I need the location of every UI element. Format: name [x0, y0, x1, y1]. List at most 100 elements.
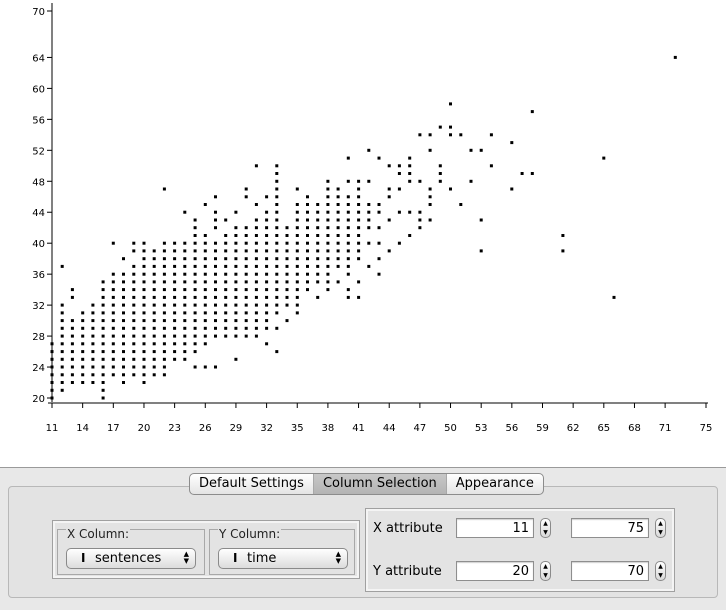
data-point: [173, 342, 177, 346]
data-point: [428, 133, 432, 137]
data-point: [60, 357, 64, 361]
data-point: [81, 319, 85, 323]
data-point: [244, 257, 248, 261]
y-min-spinner[interactable]: ▲ ▼: [540, 561, 551, 581]
data-point: [265, 303, 269, 307]
data-point: [81, 326, 85, 330]
data-point: [244, 280, 248, 284]
data-point: [357, 210, 361, 214]
data-point: [438, 179, 442, 183]
x-min-spinner[interactable]: ▲ ▼: [540, 518, 551, 538]
data-point: [122, 319, 125, 323]
data-point: [295, 249, 299, 253]
x-tick-label: 65: [597, 423, 610, 434]
tab-appearance[interactable]: Appearance: [455, 476, 534, 491]
data-point: [234, 280, 238, 284]
y-tick-label: 52: [32, 146, 45, 157]
attribute-range-group: X attribute 11 ▲ ▼ 75 ▲ ▼ Y attribute 20 ▲…: [365, 508, 675, 592]
data-point: [111, 241, 115, 245]
data-point: [265, 241, 269, 245]
x-tick-label: 62: [567, 423, 580, 434]
x-tick-label: 20: [138, 423, 151, 434]
x-max-spinner[interactable]: ▲ ▼: [655, 518, 666, 538]
data-point: [346, 218, 350, 222]
data-point: [183, 241, 187, 245]
data-point: [101, 357, 105, 361]
data-point: [81, 350, 85, 354]
data-point: [316, 234, 320, 237]
data-point: [162, 187, 166, 191]
data-point: [122, 357, 125, 361]
data-point: [142, 295, 146, 299]
x-min-field[interactable]: 11: [456, 518, 534, 538]
data-point: [193, 326, 197, 330]
data-point: [285, 319, 289, 323]
data-point: [326, 288, 330, 292]
data-point: [285, 264, 289, 268]
data-point: [122, 311, 125, 315]
y-max-spinner[interactable]: ▲ ▼: [655, 561, 666, 581]
x-max-field[interactable]: 75: [571, 518, 649, 538]
y-max-field[interactable]: 70: [571, 561, 649, 581]
data-point: [173, 249, 177, 253]
data-point: [142, 311, 146, 315]
data-point: [152, 365, 156, 369]
data-point: [173, 288, 177, 292]
tab-column-selection[interactable]: Column Selection: [313, 474, 447, 494]
data-point: [173, 357, 177, 361]
data-point: [254, 203, 258, 206]
data-point: [111, 272, 115, 276]
x-column-value: sentences: [95, 551, 162, 566]
data-point: [214, 319, 217, 323]
data-point: [152, 311, 156, 315]
x-tick-label: 41: [352, 423, 365, 434]
y-tick-label: 70: [32, 7, 45, 18]
data-point: [265, 249, 269, 253]
data-point: [234, 210, 238, 214]
data-point: [265, 319, 269, 323]
data-point: [142, 381, 146, 384]
data-point: [173, 264, 177, 268]
data-point: [357, 187, 361, 191]
data-point: [193, 226, 197, 230]
data-point: [367, 226, 371, 230]
scatter-plot-svg: 11 14 17 20 23 26 29 32 35 38 41 44 47 50 53 56 59 62 65 68…: [32, 3, 712, 434]
data-point: [70, 326, 74, 330]
data-point: [346, 195, 350, 199]
data-point: [152, 319, 156, 323]
data-point: [377, 257, 381, 261]
data-point: [234, 357, 238, 361]
data-point: [122, 334, 125, 338]
data-point: [316, 257, 320, 261]
x-column-select[interactable]: I sentences ▲ ▼: [66, 548, 196, 569]
y-min-field[interactable]: 20: [456, 561, 534, 581]
data-point: [306, 257, 309, 261]
data-point: [418, 218, 422, 222]
data-point: [265, 226, 269, 230]
data-point: [306, 226, 309, 230]
data-point: [234, 226, 238, 230]
data-point: [60, 326, 64, 330]
data-point: [234, 264, 238, 268]
data-point: [122, 365, 125, 369]
data-point: [81, 381, 85, 384]
integer-type-icon: I: [81, 551, 86, 565]
data-point: [132, 288, 136, 292]
data-point: [244, 334, 248, 338]
data-point: [60, 342, 64, 346]
data-point: [91, 350, 95, 354]
data-point: [70, 319, 74, 323]
data-point: [224, 241, 228, 245]
data-point: [306, 249, 309, 253]
data-point: [285, 234, 289, 237]
data-point: [346, 257, 350, 261]
data-point: [152, 334, 156, 338]
y-column-select[interactable]: I time ▲ ▼: [218, 548, 348, 569]
data-point: [244, 234, 248, 237]
data-point: [357, 226, 361, 230]
tab-default-settings[interactable]: Default Settings: [190, 474, 314, 494]
data-point: [183, 264, 187, 268]
data-point: [510, 187, 514, 191]
data-point: [111, 295, 115, 299]
data-point: [346, 249, 350, 253]
